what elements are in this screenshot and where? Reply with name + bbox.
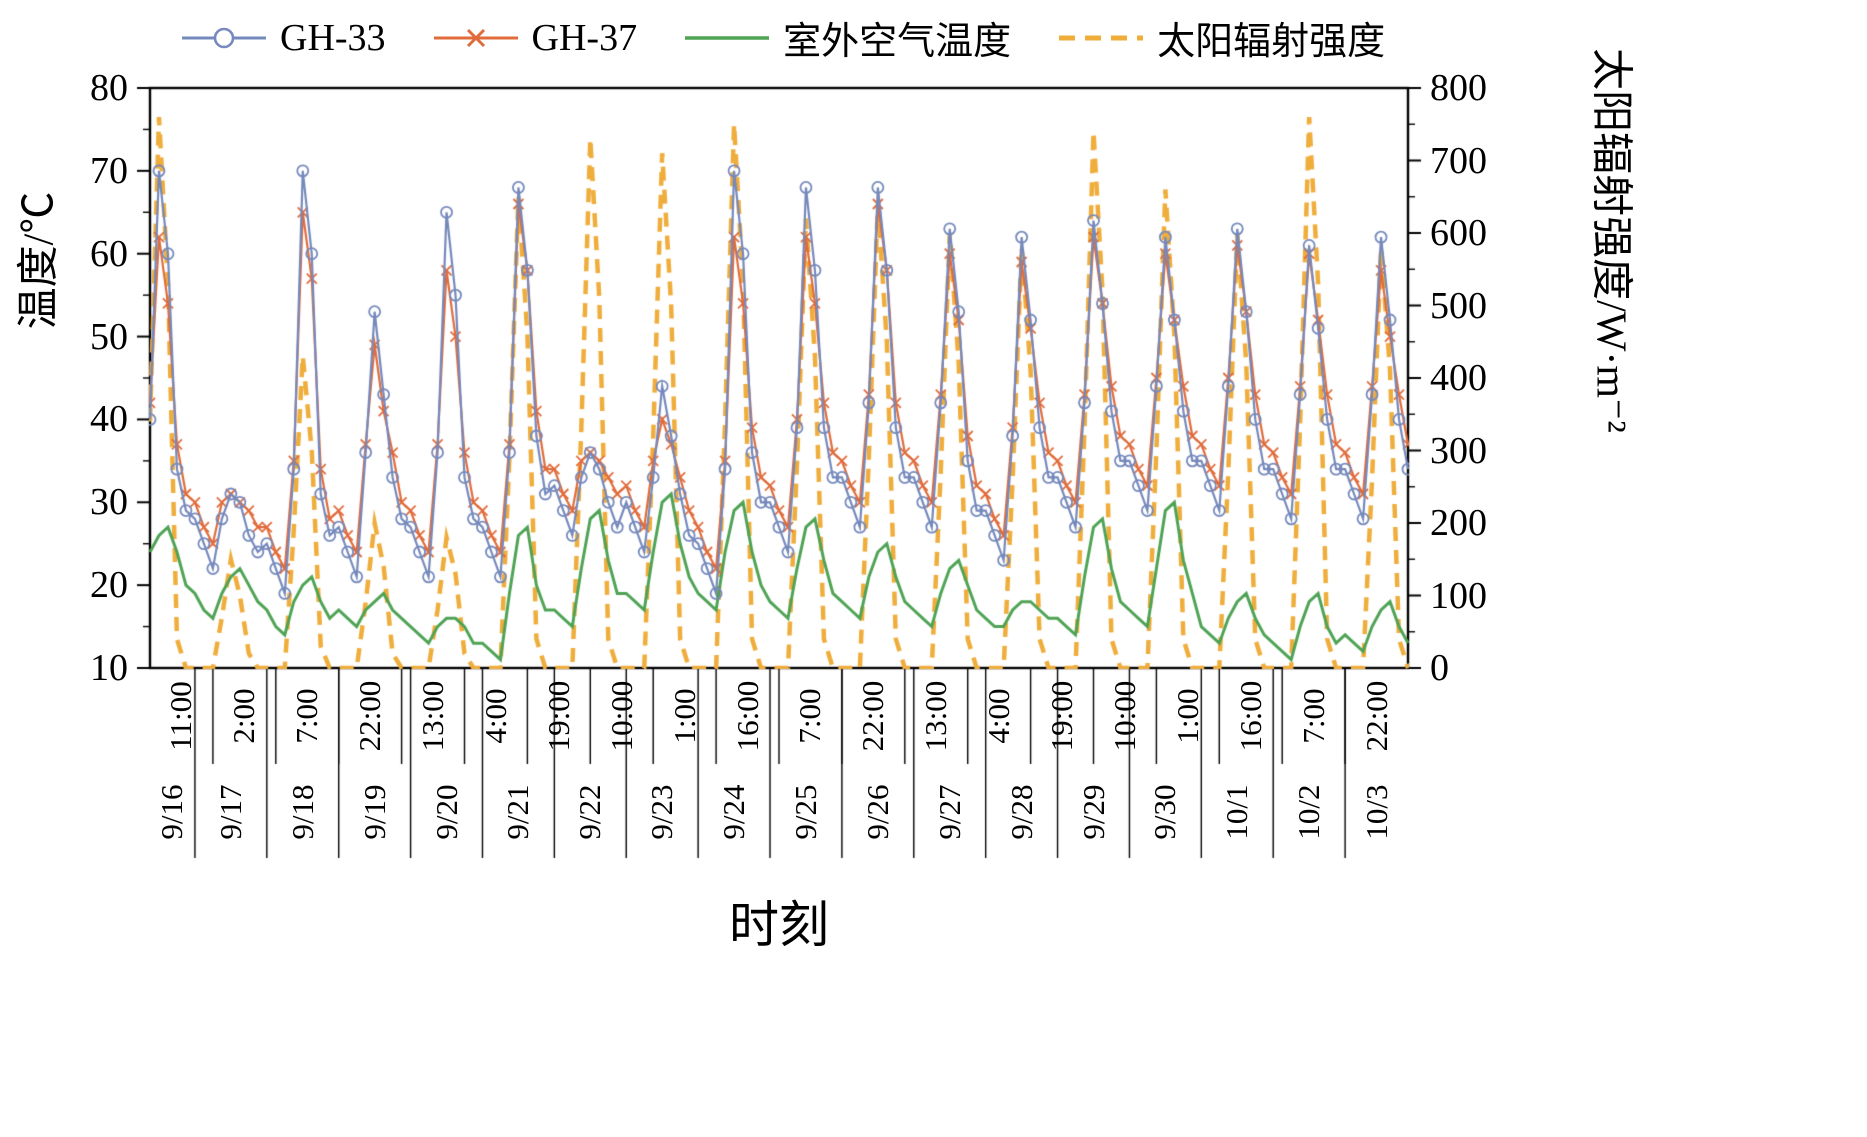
- solar-radiation-dashed-line-icon: [1055, 20, 1147, 56]
- legend-item-outdoor-temp: 室外空气温度: [681, 10, 1011, 65]
- legend-label-outdoor-temp: 室外空气温度: [783, 21, 1012, 63]
- legend-label-gh33: GH-33: [280, 16, 386, 59]
- y-axis-title-left: 温度/℃: [16, 191, 63, 330]
- legend-item-gh33: GH-33: [178, 16, 386, 60]
- legend-item-gh37: GH-37: [430, 16, 638, 60]
- gh33-line-circle-icon: [178, 20, 270, 56]
- y-axis-title-right: 太阳辐射强度/W·m⁻²: [1587, 48, 1634, 433]
- legend-label-gh37: GH-37: [531, 16, 638, 59]
- x-axis-title: 时刻: [729, 897, 829, 953]
- legend-label-solar-radiation: 太阳辐射强度: [1157, 21, 1386, 63]
- legend: GH-33 GH-37 室外空气温度: [178, 10, 1385, 65]
- gh37-line-x-icon: [430, 20, 522, 56]
- legend-item-solar-radiation: 太阳辐射强度: [1055, 10, 1385, 65]
- outdoor-temp-line-icon: [681, 20, 773, 56]
